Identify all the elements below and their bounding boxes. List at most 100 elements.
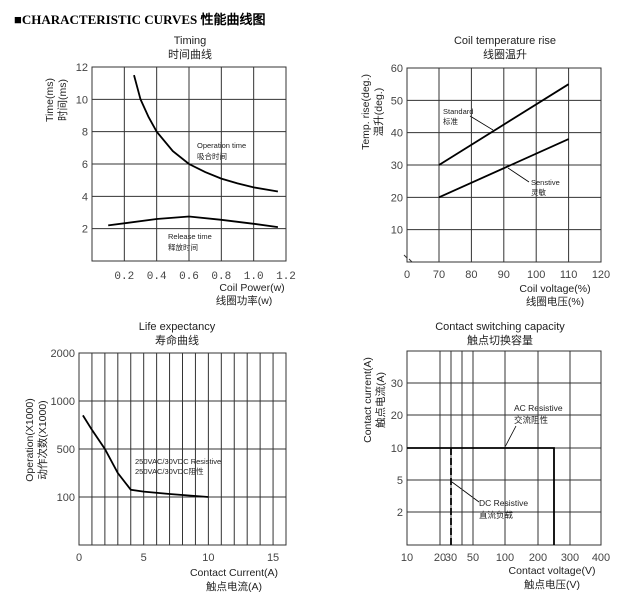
y-tick-label: 50 (391, 95, 403, 107)
series-label: Senstive (531, 178, 560, 187)
y-tick-label: 5 (397, 475, 403, 487)
y-axis-label-cn: 温升(deg.) (373, 88, 385, 136)
y-tick-label: 20 (391, 192, 403, 204)
y-tick-label: 4 (82, 191, 88, 203)
y-tick-label: 2000 (51, 348, 75, 360)
chart-title-cn: 线圈温升 (483, 47, 527, 61)
x-tick-label: 300 (561, 552, 579, 564)
series-line (82, 414, 209, 498)
y-tick-label: 60 (391, 63, 403, 75)
series-line (133, 74, 279, 193)
series-line (108, 215, 279, 228)
y-tick-label: 10 (76, 94, 88, 106)
y-axis-label: Time(ms) (44, 78, 56, 122)
series-label-cn: 标准 (443, 116, 458, 126)
x-tick-label: 400 (592, 552, 610, 564)
y-tick-label: 10 (391, 443, 403, 455)
y-tick-label: 2 (397, 507, 403, 519)
y-tick-label: 1000 (51, 396, 75, 408)
x-axis-label: Contact voltage(V) (509, 565, 596, 577)
x-tick-label: 20 (434, 552, 446, 564)
annotation-arrow (469, 115, 494, 131)
chart-title: Timing (174, 35, 207, 47)
x-tick-label: 0 (404, 269, 410, 281)
y-tick-label: 20 (391, 410, 403, 422)
y-tick-label: 30 (391, 160, 403, 172)
y-axis-label-cn: 时间(ms) (56, 79, 69, 121)
x-tick-label: 90 (498, 269, 510, 281)
chart-title: Contact switching capacity (435, 321, 565, 333)
series-label: Standard (443, 107, 473, 116)
chart-title-cn: 触点切换容量 (467, 333, 533, 347)
x-tick-label: 5 (141, 552, 147, 564)
series-label: Release time (168, 232, 212, 241)
page-title: ■CHARACTERISTIC CURVES 性能曲线图 (14, 12, 266, 27)
x-tick-label: 120 (592, 269, 610, 281)
x-tick-label: 10 (202, 552, 214, 564)
chart-switching-capacity: Contact switching capacity 触点切换容量 Contac… (362, 321, 595, 591)
x-tick-label: 100 (527, 269, 545, 281)
y-axis-label-cn: 触点电流(A) (374, 372, 387, 428)
x-tick-label: 0.8 (211, 271, 231, 283)
axis-break-icon (403, 254, 413, 263)
x-axis-label-cn: 线圈功率(w) (216, 294, 273, 307)
chart-title-cn: 寿命曲线 (155, 333, 199, 347)
y-tick-label: 2 (82, 224, 88, 236)
x-tick-label: 0.6 (179, 271, 199, 283)
x-tick-label: 30 (445, 552, 457, 564)
annotation-arrow (504, 425, 517, 448)
x-tick-label: 100 (496, 552, 514, 564)
chart-coil-temperature: Coil temperature rise 线圈温升 Coil voltage(… (360, 35, 591, 308)
y-axis-label-cn: 动作次数(X1000) (36, 400, 49, 479)
y-tick-label: 6 (82, 159, 88, 171)
x-tick-label: 0.4 (147, 271, 167, 283)
x-tick-label: 0.2 (114, 271, 134, 283)
x-tick-label: 70 (433, 269, 445, 281)
series-label-cn: 交流阻性 (514, 415, 549, 425)
series-label-cn: 吸合时间 (197, 151, 227, 161)
series-label: DC Resistive (479, 498, 528, 508)
x-tick-label: 110 (560, 269, 578, 281)
y-tick-label: 40 (391, 128, 403, 140)
y-tick-label: 30 (391, 378, 403, 390)
y-tick-label: 500 (57, 444, 75, 456)
y-tick-label: 100 (57, 492, 75, 504)
x-tick-label: 50 (467, 552, 479, 564)
annotation-arrow (451, 481, 480, 503)
x-tick-label: 0 (76, 552, 82, 564)
annotation-background (134, 456, 218, 476)
series-label: 250VAC/30VDC Resistive (135, 457, 221, 466)
series-line (438, 83, 570, 166)
x-tick-label: 10 (401, 552, 413, 564)
x-tick-label: 80 (465, 269, 477, 281)
chart-title: Coil temperature rise (454, 35, 556, 47)
x-tick-label: 1.2 (276, 271, 296, 283)
series-line (407, 447, 555, 545)
y-axis-label: Contact current(A) (362, 357, 374, 443)
annotation-arrow (507, 167, 530, 183)
y-tick-label: 12 (76, 62, 88, 74)
y-tick-label: 8 (82, 127, 88, 139)
x-axis-label: Coil voltage(%) (519, 283, 590, 295)
series-label-cn: 释放时间 (168, 242, 198, 252)
series-line (438, 138, 569, 199)
x-axis-label-cn: 触点电压(V) (524, 578, 580, 591)
chart-life-expectancy: Life expectancy 寿命曲线 Contact Current(A) … (24, 321, 278, 593)
series-label-cn: 直流负载 (479, 510, 514, 520)
chart-title: Life expectancy (139, 321, 216, 333)
x-axis-label-cn: 触点电流(A) (206, 580, 262, 593)
chart-title-cn: 时间曲线 (168, 47, 212, 61)
x-axis-label: Contact Current(A) (190, 567, 278, 579)
x-axis-label-cn: 线圈电压(%) (526, 295, 584, 308)
x-tick-label: 200 (529, 552, 547, 564)
series-label-cn: 灵敏 (531, 187, 546, 197)
chart-timing: Timing 时间曲线 Coil Power(w) 线圈功率(w) Time(m… (44, 35, 285, 307)
y-axis-label: Operation(X1000) (24, 398, 36, 481)
x-tick-label: 15 (267, 552, 279, 564)
x-tick-label: 1.0 (244, 271, 264, 283)
y-axis-label: Temp. rise(deg.) (360, 74, 372, 150)
y-tick-label: 10 (391, 225, 403, 237)
x-axis-label: Coil Power(w) (219, 282, 284, 294)
